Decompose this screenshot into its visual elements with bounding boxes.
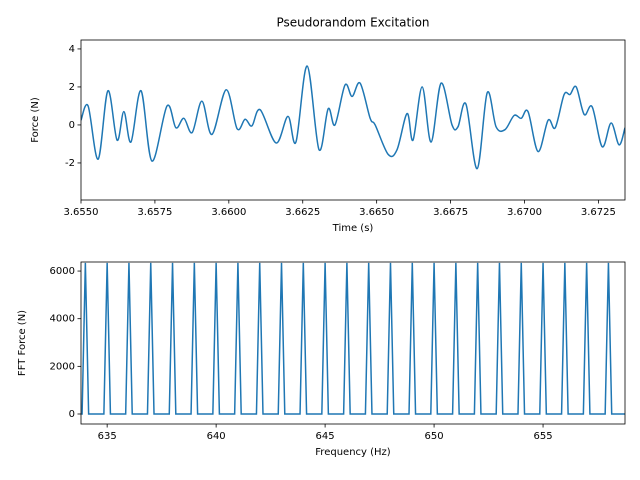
x-tick-label: 635: [98, 431, 117, 442]
x-axis-label: Time (s): [332, 223, 374, 234]
y-tick-label: 0: [69, 120, 75, 131]
chart-title: Pseudorandom Excitation: [276, 16, 429, 30]
y-tick-label: 4: [69, 44, 75, 55]
x-tick-label: 3.6650: [359, 207, 394, 218]
x-tick-label: 650: [425, 431, 444, 442]
x-tick-label: 3.6550: [64, 207, 99, 218]
x-tick-label: 640: [207, 431, 226, 442]
y-axis-label: FFT Force (N): [17, 310, 28, 376]
axes-frame: [80, 261, 626, 425]
x-tick-label: 3.6625: [285, 207, 320, 218]
y-tick-label: 0: [69, 409, 75, 420]
y-tick-label: -2: [65, 158, 75, 169]
x-tick-label: 3.6600: [211, 207, 246, 218]
x-tick-label: 3.6700: [507, 207, 542, 218]
x-tick-label: 655: [534, 431, 553, 442]
data-line: [81, 65, 625, 170]
y-tick-label: 2: [69, 82, 75, 93]
x-tick-label: 3.6725: [581, 207, 616, 218]
x-tick-label: 3.6575: [137, 207, 172, 218]
y-tick-label: 6000: [50, 266, 75, 277]
y-tick-label: 4000: [50, 314, 75, 325]
y-axis-label: Force (N): [30, 97, 41, 143]
x-axis-label: Frequency (Hz): [315, 447, 391, 458]
x-tick-label: 3.6675: [433, 207, 468, 218]
axes-frame: [80, 39, 626, 201]
x-tick-label: 645: [316, 431, 335, 442]
y-tick-label: 2000: [50, 361, 75, 372]
data-line: [81, 262, 625, 415]
